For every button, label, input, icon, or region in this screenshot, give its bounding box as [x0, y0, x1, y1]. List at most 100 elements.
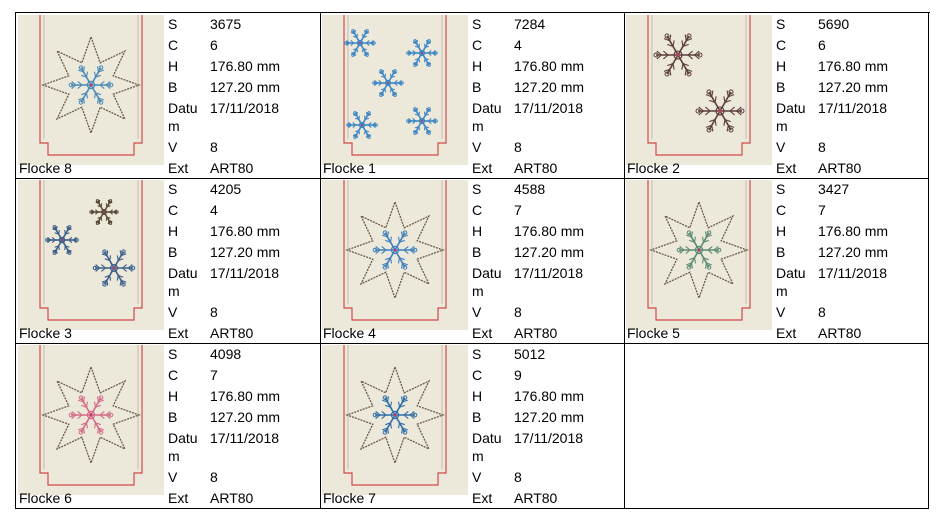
field-v-label: V — [168, 139, 178, 155]
field-b-value: 127.20 mm — [818, 79, 889, 95]
design-thumbnail — [18, 180, 164, 330]
field-h-value: 176.80 mm — [210, 58, 281, 74]
field-b-label: B — [168, 244, 178, 260]
design-cell[interactable]: Flocke 4 S 4588 C 7 H 176.80 mm B 127.20 mm Datu… — [320, 178, 625, 344]
field-b-value: 127.20 mm — [210, 409, 281, 425]
field-datum-label: Datum — [168, 100, 198, 134]
field-ext-value: ART80 — [210, 160, 254, 176]
field-datum-value: 17/11/2018 — [210, 265, 280, 281]
field-datum-label: Datum — [776, 100, 806, 134]
field-h-label: H — [776, 223, 787, 239]
field-v-value: 8 — [210, 304, 218, 320]
field-c-value: 6 — [210, 37, 218, 53]
field-h-label: H — [472, 58, 483, 74]
field-s-value: 5012 — [514, 346, 546, 362]
design-thumbnail — [626, 180, 772, 330]
design-thumbnail — [322, 180, 468, 330]
snowflake-icon — [346, 111, 378, 139]
design-name: Flocke 2 — [627, 160, 680, 176]
cut-line — [39, 15, 143, 156]
field-datum-label: Datum — [168, 265, 198, 299]
design-name: Flocke 5 — [627, 325, 680, 341]
field-datum-value: 17/11/2018 — [514, 265, 584, 281]
star-outline-icon — [41, 365, 141, 465]
design-cell[interactable]: Flocke 7 S 5012 C 9 H 176.80 mm B 127.20 mm Datu… — [320, 343, 625, 509]
snowflake-icon — [344, 29, 376, 57]
field-ext-value: ART80 — [818, 160, 862, 176]
field-s-label: S — [472, 181, 482, 197]
field-h-value: 176.80 mm — [818, 58, 889, 74]
field-c-value: 7 — [818, 202, 826, 218]
design-thumbnail — [322, 15, 468, 165]
field-datum-label: Datum — [472, 265, 502, 299]
field-h-label: H — [776, 58, 787, 74]
design-name: Flocke 7 — [323, 490, 376, 506]
field-c-value: 7 — [210, 367, 218, 383]
field-c-value: 7 — [514, 202, 522, 218]
field-b-label: B — [168, 409, 178, 425]
field-v-label: V — [472, 139, 482, 155]
field-c-value: 4 — [514, 37, 522, 53]
design-cell[interactable]: Flocke 2 S 5690 C 6 H 176.80 mm B 127.20 mm Datu… — [624, 13, 929, 179]
field-v-label: V — [472, 304, 482, 320]
field-datum-value: 17/11/2018 — [818, 100, 888, 116]
field-b-value: 127.20 mm — [514, 409, 585, 425]
field-c-label: C — [776, 37, 787, 53]
field-s-label: S — [168, 16, 178, 32]
field-v-value: 8 — [514, 304, 522, 320]
field-b-value: 127.20 mm — [210, 244, 281, 260]
field-datum-value: 17/11/2018 — [514, 100, 584, 116]
field-c-label: C — [472, 37, 483, 53]
design-cell[interactable]: Flocke 5 S 3427 C 7 H 176.80 mm B 127.20 mm Datu… — [624, 178, 929, 344]
star-outline-icon — [649, 200, 749, 300]
field-s-label: S — [472, 346, 482, 362]
field-datum-value: 17/11/2018 — [210, 100, 280, 116]
field-s-label: S — [776, 181, 786, 197]
field-datum-value: 17/11/2018 — [514, 430, 584, 446]
field-v-value: 8 — [210, 139, 218, 155]
field-v-label: V — [472, 469, 482, 485]
snowflake-icon — [372, 395, 418, 435]
star-outline-icon — [41, 35, 141, 135]
field-ext-value: ART80 — [210, 490, 254, 506]
snowflake-icon — [68, 395, 114, 435]
cut-line — [39, 180, 143, 321]
field-v-label: V — [776, 139, 786, 155]
design-cell[interactable]: Flocke 8 S 3675 C 6 H 176.80 mm B 127.20 mm Datu… — [16, 13, 321, 179]
design-thumbnail — [18, 345, 164, 495]
design-cell[interactable]: Flocke 6 S 4098 C 7 H 176.80 mm B 127.20 mm Datu… — [16, 343, 321, 509]
star-outline-icon — [345, 365, 445, 465]
field-b-label: B — [776, 244, 786, 260]
field-b-label: B — [168, 79, 178, 95]
snowflake-icon — [653, 33, 703, 77]
field-v-value: 8 — [818, 139, 826, 155]
field-datum-label: Datum — [776, 265, 806, 299]
field-c-label: C — [168, 202, 179, 218]
field-c-label: C — [168, 37, 179, 53]
field-ext-value: ART80 — [514, 325, 558, 341]
field-ext-label: Ext — [168, 490, 189, 506]
snowflake-icon — [676, 230, 722, 270]
star-outline-icon — [345, 200, 445, 300]
field-datum-label: Datum — [472, 430, 502, 464]
field-c-label: C — [472, 202, 483, 218]
snowflake-icon — [695, 89, 745, 133]
field-s-label: S — [168, 181, 178, 197]
field-c-value: 6 — [818, 37, 826, 53]
field-b-label: B — [776, 79, 786, 95]
field-h-value: 176.80 mm — [514, 388, 585, 404]
design-cell[interactable]: Flocke 3 S 4205 C 4 H 176.80 mm B 127.20 mm Datu… — [16, 178, 321, 344]
snowflake-icon — [406, 39, 438, 67]
field-h-label: H — [472, 388, 483, 404]
design-cell[interactable]: Flocke 1 S 7284 C 4 H 176.80 mm B 127.20 mm Datu… — [320, 13, 625, 179]
cut-line — [647, 180, 751, 321]
cut-line — [343, 180, 447, 321]
snowflake-icon — [372, 69, 404, 97]
field-ext-label: Ext — [472, 325, 493, 341]
field-s-value: 4588 — [514, 181, 546, 197]
field-b-value: 127.20 mm — [514, 79, 585, 95]
field-h-value: 176.80 mm — [514, 58, 585, 74]
field-ext-label: Ext — [472, 490, 493, 506]
field-v-value: 8 — [210, 469, 218, 485]
field-h-value: 176.80 mm — [514, 223, 585, 239]
